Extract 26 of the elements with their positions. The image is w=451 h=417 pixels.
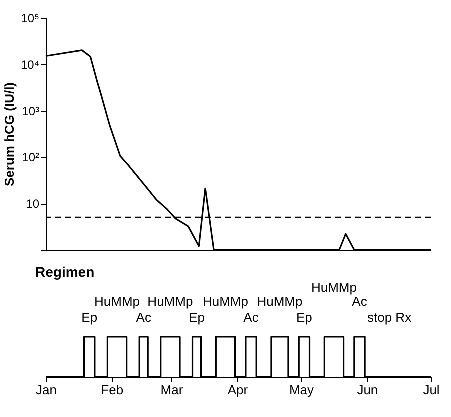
chart-title: Regimen <box>36 264 95 280</box>
text: Ac <box>244 310 260 325</box>
x-tick-label: Jun <box>357 382 378 398</box>
y-tick-label: 10⁵ <box>21 12 40 26</box>
text: HuMMp <box>148 294 194 309</box>
y-tick-label: 10³ <box>22 104 40 118</box>
text: Ac <box>136 310 152 325</box>
x-tick-label: Feb <box>101 382 124 398</box>
x-tick-label: Jan <box>36 382 57 398</box>
text: HuMMp <box>94 294 140 309</box>
y-axis-title: Serum hCG (IU/l) <box>2 82 17 187</box>
y-tick-label: 10⁴ <box>20 58 40 72</box>
text: Ac <box>352 294 368 309</box>
y-tick-label: 10 <box>26 197 40 212</box>
x-tick-label: Jul <box>423 382 440 398</box>
text: Ep <box>189 310 205 325</box>
x-tick-label: Mar <box>160 382 184 398</box>
text: HuMMp <box>311 280 357 295</box>
text: Ep <box>296 310 312 325</box>
text: HuMMp <box>257 294 303 309</box>
x-tick-label: Apr <box>228 382 249 398</box>
text: HuMMp <box>202 294 248 309</box>
text: stop Rx <box>367 310 412 325</box>
x-tick-label: May <box>289 382 315 398</box>
text: Ep <box>82 310 98 325</box>
y-tick-label: 10² <box>22 150 40 165</box>
